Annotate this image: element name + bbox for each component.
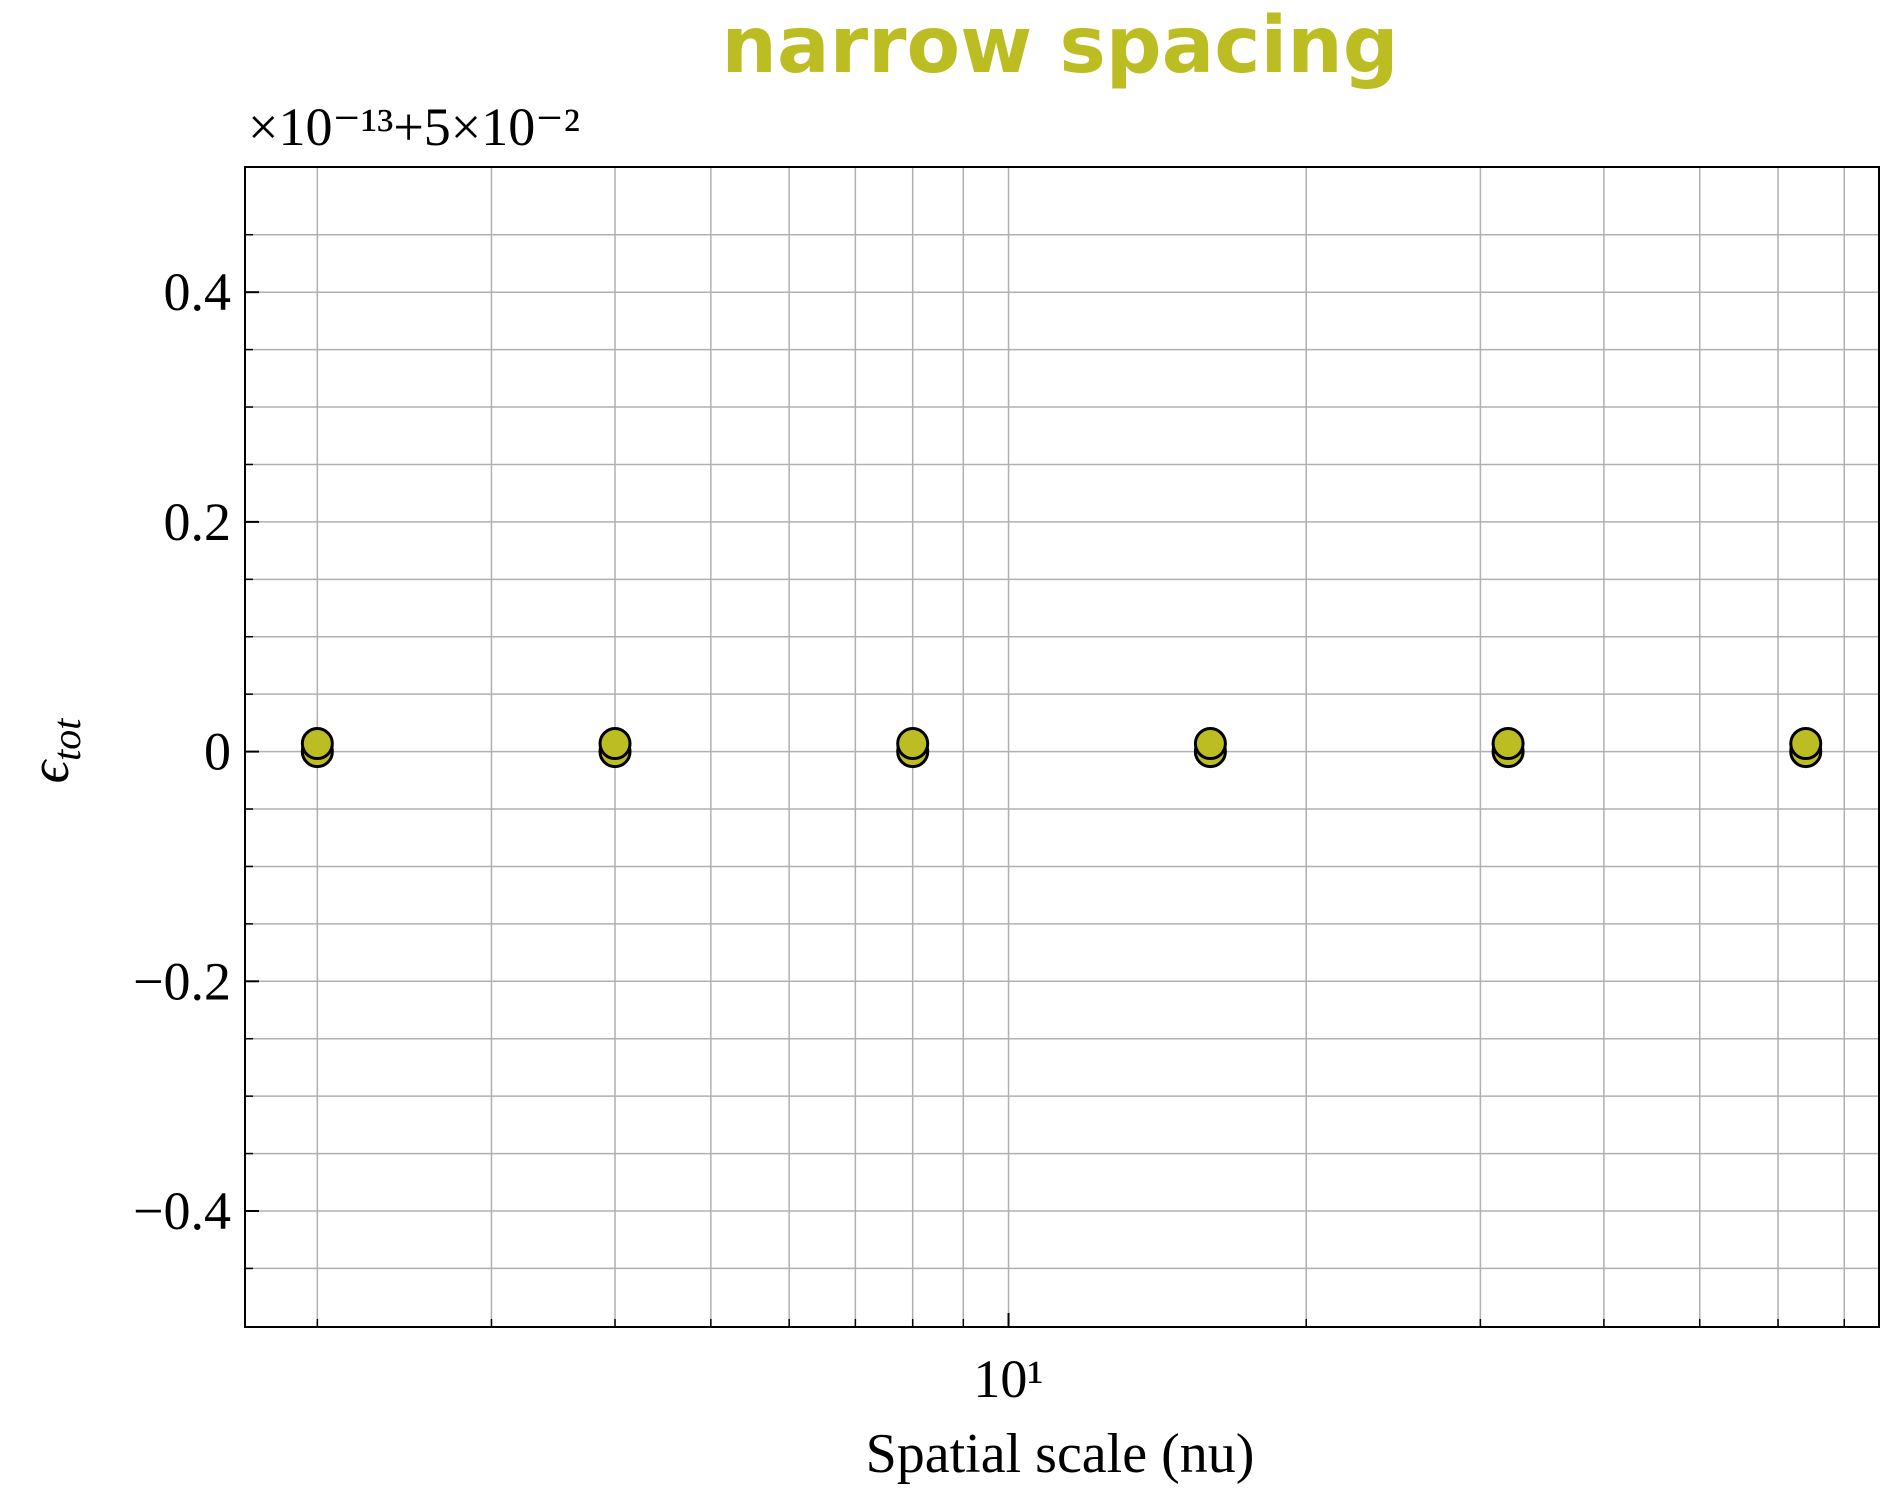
plot-frame [244, 166, 1880, 1328]
y-label-subscript: tot [44, 718, 89, 761]
y-tick-label: −0.4 [133, 1181, 231, 1241]
point [896, 727, 930, 761]
y-tick-label: 0.4 [164, 262, 232, 322]
point [300, 727, 334, 761]
y-label-symbol: ϵ [19, 758, 81, 783]
point [1789, 727, 1823, 761]
point [598, 727, 632, 761]
y-tick-label: 0 [204, 722, 231, 782]
chart-title: narrow spacing [721, 1, 1398, 91]
point [1193, 727, 1227, 761]
offset-text: ×10⁻¹³+5×10⁻² [248, 97, 580, 157]
y-axis-label: ϵtot [19, 718, 89, 784]
point [1491, 727, 1525, 761]
y-tick-label: −0.2 [133, 951, 231, 1011]
x-tick-label: 10¹ [973, 1349, 1043, 1409]
x-axis-label: Spatial scale (nu) [866, 1423, 1255, 1485]
y-tick-label: 0.2 [164, 492, 232, 552]
